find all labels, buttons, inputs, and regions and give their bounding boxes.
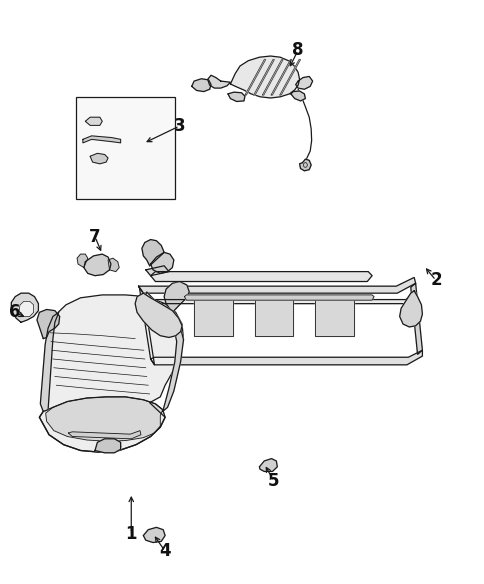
Polygon shape xyxy=(108,258,119,272)
Polygon shape xyxy=(295,77,312,89)
Polygon shape xyxy=(207,75,230,88)
Polygon shape xyxy=(262,60,283,95)
Polygon shape xyxy=(143,527,165,543)
Polygon shape xyxy=(77,254,88,267)
Polygon shape xyxy=(162,314,183,412)
Bar xyxy=(76,97,174,199)
Polygon shape xyxy=(253,60,274,95)
Polygon shape xyxy=(135,293,182,338)
Polygon shape xyxy=(151,252,173,273)
Polygon shape xyxy=(151,350,422,365)
Polygon shape xyxy=(45,397,162,441)
Polygon shape xyxy=(315,299,353,336)
Polygon shape xyxy=(410,283,422,354)
Polygon shape xyxy=(37,310,60,339)
Polygon shape xyxy=(259,458,277,471)
Polygon shape xyxy=(19,301,33,317)
Polygon shape xyxy=(85,117,102,126)
Polygon shape xyxy=(164,281,189,312)
Polygon shape xyxy=(271,60,291,95)
Text: 8: 8 xyxy=(292,41,303,59)
Text: 1: 1 xyxy=(125,525,137,543)
Text: 4: 4 xyxy=(159,543,170,560)
Polygon shape xyxy=(90,154,108,164)
Polygon shape xyxy=(184,295,373,300)
Polygon shape xyxy=(138,286,154,365)
Polygon shape xyxy=(244,60,265,95)
Polygon shape xyxy=(290,91,305,101)
Polygon shape xyxy=(68,430,141,439)
Polygon shape xyxy=(279,60,300,95)
Polygon shape xyxy=(299,159,311,171)
Polygon shape xyxy=(151,272,371,281)
Text: 3: 3 xyxy=(173,117,185,135)
Polygon shape xyxy=(399,291,422,327)
Text: 6: 6 xyxy=(9,304,21,321)
Polygon shape xyxy=(83,136,121,143)
Text: 5: 5 xyxy=(268,472,279,491)
Text: 7: 7 xyxy=(89,228,101,246)
Polygon shape xyxy=(39,295,183,452)
Polygon shape xyxy=(95,439,121,453)
Polygon shape xyxy=(11,293,38,322)
Polygon shape xyxy=(39,397,165,452)
Text: 2: 2 xyxy=(429,272,441,289)
Polygon shape xyxy=(254,299,293,336)
Polygon shape xyxy=(142,239,164,266)
Polygon shape xyxy=(227,92,244,102)
Polygon shape xyxy=(194,299,232,336)
Polygon shape xyxy=(84,254,111,276)
Polygon shape xyxy=(40,312,59,412)
Polygon shape xyxy=(230,56,299,98)
Polygon shape xyxy=(191,79,211,92)
Polygon shape xyxy=(146,291,416,304)
Polygon shape xyxy=(138,277,415,293)
Polygon shape xyxy=(146,266,168,276)
